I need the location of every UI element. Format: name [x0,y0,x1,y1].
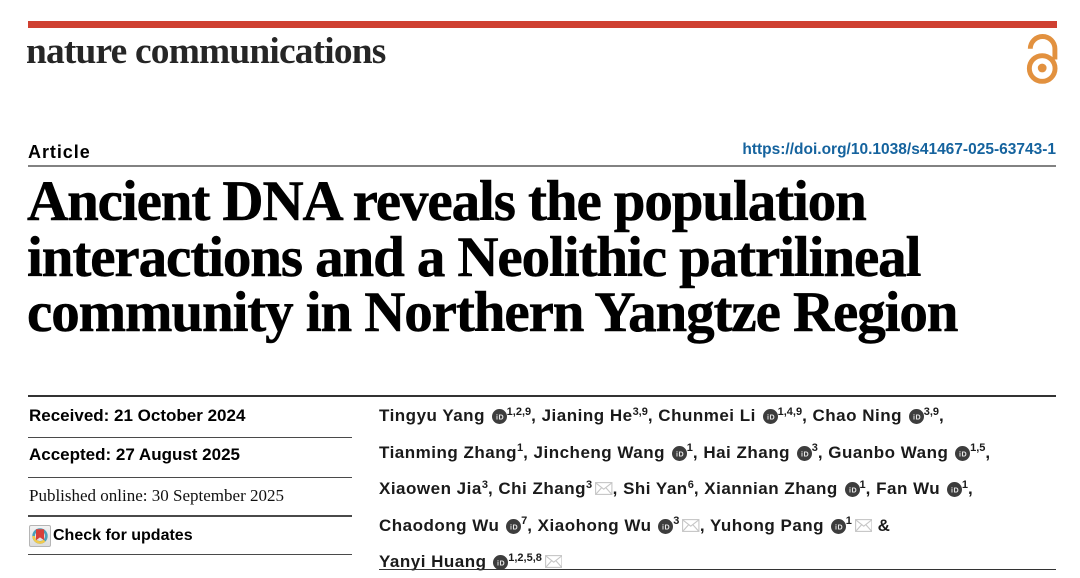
svg-text:iD: iD [496,414,504,422]
svg-text:iD: iD [801,450,809,458]
svg-text:iD: iD [662,523,670,531]
svg-text:iD: iD [913,414,921,422]
svg-text:iD: iD [497,560,505,568]
svg-text:iD: iD [767,414,775,422]
svg-text:iD: iD [676,450,684,458]
svg-text:iD: iD [951,487,959,495]
svg-text:iD: iD [959,450,967,458]
svg-text:iD: iD [835,523,843,531]
svg-text:iD: iD [849,487,857,495]
svg-text:iD: iD [510,523,518,531]
